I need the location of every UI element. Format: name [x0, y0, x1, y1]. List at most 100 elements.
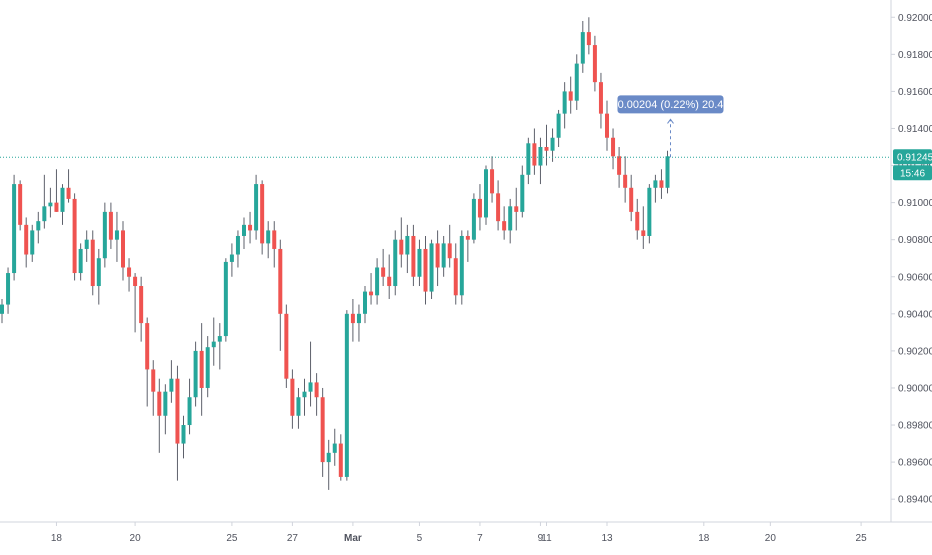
candle	[502, 206, 507, 240]
candle-body	[60, 187, 65, 212]
candle-body	[544, 147, 549, 151]
candle-body	[550, 137, 555, 151]
candle-body	[90, 239, 95, 287]
candle-body	[48, 202, 53, 207]
candle	[108, 202, 113, 249]
candle	[459, 230, 464, 305]
candle-body	[260, 184, 265, 244]
candle-body	[72, 198, 77, 274]
candle	[193, 341, 198, 407]
candle	[532, 128, 537, 175]
candle	[102, 202, 107, 268]
candle	[375, 258, 380, 305]
candle-body	[369, 291, 374, 296]
price-tick-label: 0.89600	[898, 458, 932, 469]
countdown-badge-bg	[893, 165, 932, 181]
candle-body	[242, 224, 246, 236]
candle-body	[356, 313, 361, 324]
candle	[332, 428, 337, 466]
price-tick-label: 0.91000	[898, 198, 932, 209]
candle	[629, 174, 634, 222]
candle	[405, 224, 410, 274]
candle-body	[181, 425, 186, 444]
candle	[260, 180, 265, 255]
candle-body	[217, 336, 222, 342]
candle-body	[429, 243, 434, 292]
candle-body	[490, 169, 495, 194]
candle-body	[102, 211, 107, 259]
candle-body	[157, 391, 162, 416]
candle	[42, 174, 47, 229]
candle	[302, 378, 307, 416]
candle-body	[514, 206, 519, 212]
price-tick-label: 0.90000	[898, 383, 932, 394]
candle-body	[617, 156, 622, 175]
candle-body	[169, 378, 174, 392]
candle	[417, 239, 422, 287]
time-tick-label: 11	[541, 533, 552, 544]
candle	[308, 341, 313, 407]
last-price-badge-bg	[893, 149, 932, 165]
candle	[169, 360, 174, 403]
candle-body	[272, 230, 277, 249]
candle	[217, 323, 222, 370]
candle	[659, 169, 664, 199]
candle-body	[163, 391, 168, 416]
candle	[387, 254, 392, 299]
candle-body	[266, 230, 271, 244]
candle	[248, 211, 253, 244]
candle	[399, 217, 404, 268]
candle-body	[441, 243, 446, 268]
candle-body	[193, 350, 198, 398]
candle	[48, 187, 53, 218]
candle-body	[344, 313, 349, 477]
measure-tool[interactable]: 0.00204 (0.22%) 20.4	[617, 95, 724, 158]
candle	[369, 273, 374, 305]
candle-body	[629, 187, 634, 212]
price-tick-label: 0.90400	[898, 309, 932, 320]
candle-body	[96, 258, 101, 287]
candle-body	[18, 184, 23, 225]
candle-body	[659, 180, 664, 188]
candle-body	[520, 174, 525, 212]
time-tick-label: 25	[226, 533, 238, 544]
candle-body	[151, 369, 156, 392]
candle	[326, 439, 331, 490]
candle	[242, 217, 246, 249]
candle	[60, 184, 65, 225]
candle-body	[387, 276, 392, 287]
candle	[151, 360, 156, 416]
candle-body	[199, 350, 204, 388]
candle	[205, 336, 210, 398]
candle	[447, 224, 452, 268]
candle-body	[290, 378, 295, 416]
candle-body	[647, 187, 652, 236]
candle	[344, 310, 349, 481]
candle-body	[665, 156, 670, 188]
candle	[605, 100, 609, 151]
candle-body	[0, 304, 4, 314]
candle	[24, 217, 29, 268]
candle-body	[229, 254, 234, 262]
candle	[187, 378, 192, 435]
candle-body	[54, 202, 59, 212]
candle	[199, 323, 204, 416]
candle-body	[12, 184, 17, 274]
candle	[453, 243, 458, 305]
candle-body	[605, 113, 609, 138]
last-price-badge: 0.91245 15:46	[893, 149, 932, 181]
candle	[254, 174, 259, 240]
candle	[96, 248, 101, 305]
candle	[6, 267, 11, 314]
candle-body	[78, 248, 83, 274]
candle	[544, 124, 549, 166]
candle	[139, 276, 144, 342]
candle-body	[114, 230, 119, 240]
candle	[508, 198, 513, 244]
candle-body	[108, 211, 113, 240]
candle	[30, 224, 35, 262]
candle	[496, 180, 501, 231]
candle-body	[580, 32, 585, 64]
